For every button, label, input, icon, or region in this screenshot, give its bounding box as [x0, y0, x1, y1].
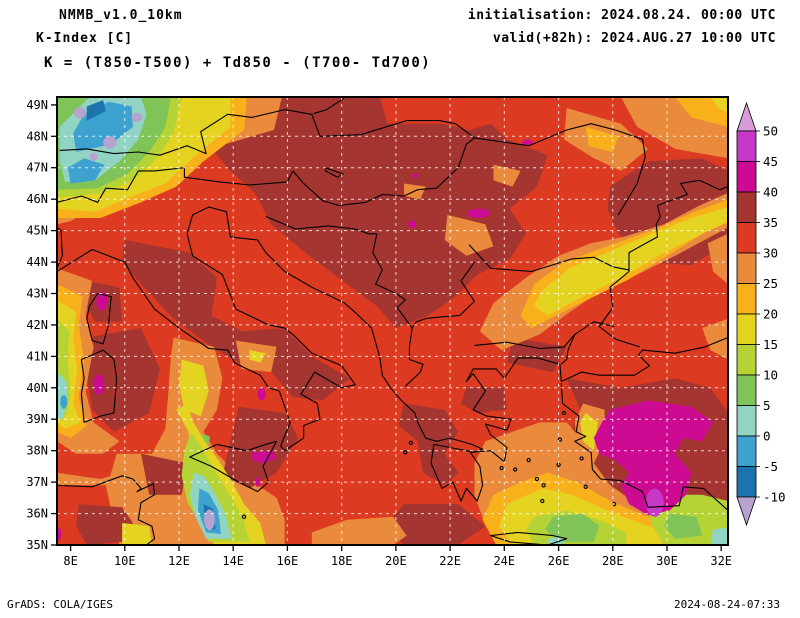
y-tick-label: 47N: [26, 161, 48, 175]
colorbar-label: -10: [763, 490, 786, 505]
x-tick-label: 30E: [656, 554, 678, 568]
lat-lon-gridlines: [57, 97, 728, 545]
creation-timestamp: 2024-08-24-07:33: [674, 598, 780, 611]
map-frame: [56, 96, 729, 546]
colorbar-label: 40: [763, 185, 778, 200]
variable-name: K-Index [C]: [36, 31, 134, 46]
y-tick-label: 36N: [26, 507, 48, 521]
colorbar-label: 35: [763, 215, 778, 230]
y-tick-label: 48N: [26, 129, 48, 143]
contour-map: [57, 97, 728, 545]
grads-credit: GrADS: COLA/IGES: [7, 598, 113, 611]
colorbar-label: 20: [763, 307, 778, 322]
axis-ticks-labels: [51, 104, 722, 551]
x-tick-label: 24E: [493, 554, 515, 568]
kindex-formula: K = (T850-T500) + Td850 - (T700- Td700): [44, 55, 432, 71]
x-tick-label: 10E: [114, 554, 136, 568]
colorbar-label: -5: [763, 459, 778, 474]
y-tick-label: 45N: [26, 224, 48, 238]
colorbar-label: 25: [763, 276, 778, 291]
colorbar-label: 15: [763, 337, 778, 352]
x-tick-label: 8E: [63, 554, 77, 568]
colorbar-label: 50: [763, 124, 778, 139]
y-tick-label: 44N: [26, 255, 48, 269]
initialisation-time: initialisation: 2024.08.24. 00:00 UTC: [467, 8, 776, 23]
x-tick-label: 18E: [331, 554, 353, 568]
y-tick-label: 37N: [26, 475, 48, 489]
colorbar-label: 10: [763, 368, 778, 383]
x-tick-label: 14E: [222, 554, 244, 568]
model-name: NMMB_v1.0_10km: [59, 8, 183, 23]
colorbar-label: 45: [763, 154, 778, 169]
y-tick-label: 42N: [26, 318, 48, 332]
y-tick-label: 35N: [26, 538, 48, 552]
y-tick-label: 39N: [26, 412, 48, 426]
valid-time: valid(+82h): 2024.AUG.27 10:00 UTC: [492, 31, 776, 46]
y-tick-label: 43N: [26, 287, 48, 301]
x-tick-label: 32E: [710, 554, 732, 568]
x-tick-label: 20E: [385, 554, 407, 568]
x-tick-label: 12E: [168, 554, 190, 568]
x-tick-label: 22E: [439, 554, 461, 568]
y-tick-label: 38N: [26, 444, 48, 458]
y-tick-label: 46N: [26, 192, 48, 206]
x-tick-label: 28E: [602, 554, 624, 568]
y-tick-label: 41N: [26, 349, 48, 363]
colorbar-label: 5: [763, 398, 771, 413]
x-tick-label: 16E: [277, 554, 299, 568]
y-tick-label: 40N: [26, 381, 48, 395]
x-tick-label: 26E: [548, 554, 570, 568]
colorbar-label: 0: [763, 429, 771, 444]
y-tick-label: 49N: [26, 98, 48, 112]
colorbar-label: 30: [763, 246, 778, 261]
